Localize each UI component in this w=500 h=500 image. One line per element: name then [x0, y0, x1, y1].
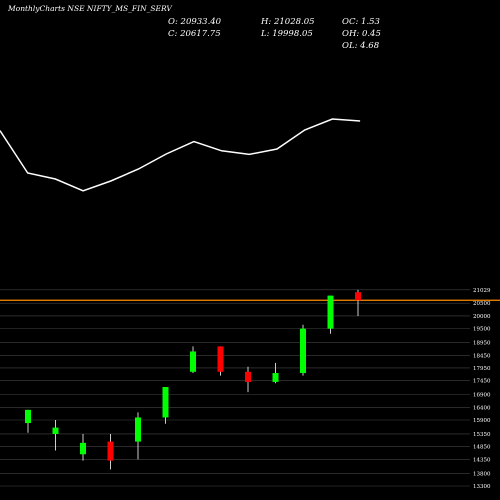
candle-body-down [107, 441, 114, 461]
candle-body-up [25, 409, 31, 424]
y-tick-label: 18950 [473, 341, 491, 347]
y-tick-label: 21029 [473, 288, 491, 294]
y-tick-label: 13800 [473, 471, 491, 477]
candle-body-up [300, 328, 306, 374]
line-layer [0, 118, 361, 192]
candle-body-up [190, 351, 196, 372]
y-tick-label: 13300 [473, 484, 491, 490]
readout-close: C: 20617.75 [168, 29, 221, 39]
candle-body-up [52, 427, 59, 434]
y-tick-label: 17950 [473, 366, 491, 372]
readout-ol: OL: 4.68 [342, 41, 380, 51]
readout-oh: OH: 0.45 [342, 29, 381, 39]
y-tick-label: 17450 [473, 379, 491, 385]
readout-low: L: 19998.05 [260, 29, 313, 39]
y-tick-label: 16900 [473, 393, 491, 399]
y-tick-label: 16400 [473, 405, 491, 411]
y-tick-label: 20000 [473, 314, 491, 320]
grid-layer [0, 289, 500, 487]
readout-open: O: 20933.40 [168, 17, 222, 27]
y-tick-label: 15350 [473, 432, 491, 438]
candle-body-up [327, 295, 334, 329]
y-tick-label: 14350 [473, 457, 491, 463]
overlay-line-series [0, 118, 361, 192]
candle-body-down [217, 346, 224, 372]
y-tick-label: 15900 [473, 418, 491, 424]
y-tick-label: 18450 [473, 353, 491, 359]
readout-high: H: 21028.05 [260, 17, 315, 27]
candle-body-down [245, 371, 251, 382]
y-tick-label: 19500 [473, 327, 491, 333]
candle-body-down [355, 292, 361, 301]
readout-oc: OC: 1.53 [342, 17, 380, 27]
candle-layer [25, 289, 361, 470]
y-tick-label: 20500 [473, 301, 491, 307]
candle-body-up [272, 373, 279, 382]
candle-body-up [135, 417, 141, 442]
chart-title: MonthlyCharts NSE NIFTY_MS_FIN_SERV [7, 4, 173, 13]
candle-body-up [162, 387, 169, 418]
y-tick-label: 14850 [473, 445, 491, 451]
candle-body-up [80, 442, 86, 455]
y-axis: 13300 13800 14350 14850 15350 15900 16400 16900… [473, 288, 491, 490]
